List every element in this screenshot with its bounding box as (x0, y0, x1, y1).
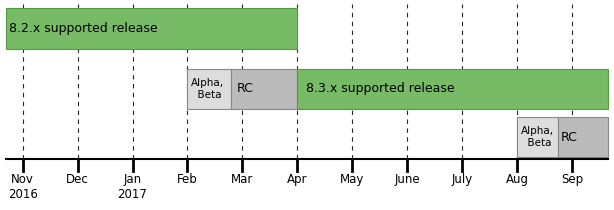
Text: Feb: Feb (177, 173, 198, 186)
Bar (187, 69, 231, 109)
Text: Alpha,
  Beta: Alpha, Beta (521, 126, 554, 148)
Text: 8.3.x supported release: 8.3.x supported release (306, 82, 454, 95)
Text: June: June (394, 173, 420, 186)
Text: Alpha,
  Beta: Alpha, Beta (192, 78, 225, 100)
Text: Jan
2017: Jan 2017 (118, 173, 147, 201)
Text: Aug: Aug (506, 173, 529, 186)
Bar (558, 117, 608, 158)
Text: Dec: Dec (66, 173, 89, 186)
Text: Sep: Sep (561, 173, 583, 186)
Text: July: July (452, 173, 473, 186)
Text: RC: RC (561, 131, 578, 144)
Text: Mar: Mar (231, 173, 254, 186)
Text: May: May (340, 173, 365, 186)
Bar (6, 8, 297, 49)
Bar (297, 69, 608, 109)
Bar (517, 117, 558, 158)
Text: Apr: Apr (287, 173, 308, 186)
Bar (231, 69, 297, 109)
Text: Nov
2016: Nov 2016 (8, 173, 37, 201)
Text: 8.2.x supported release: 8.2.x supported release (9, 22, 158, 35)
Text: RC: RC (237, 82, 254, 95)
